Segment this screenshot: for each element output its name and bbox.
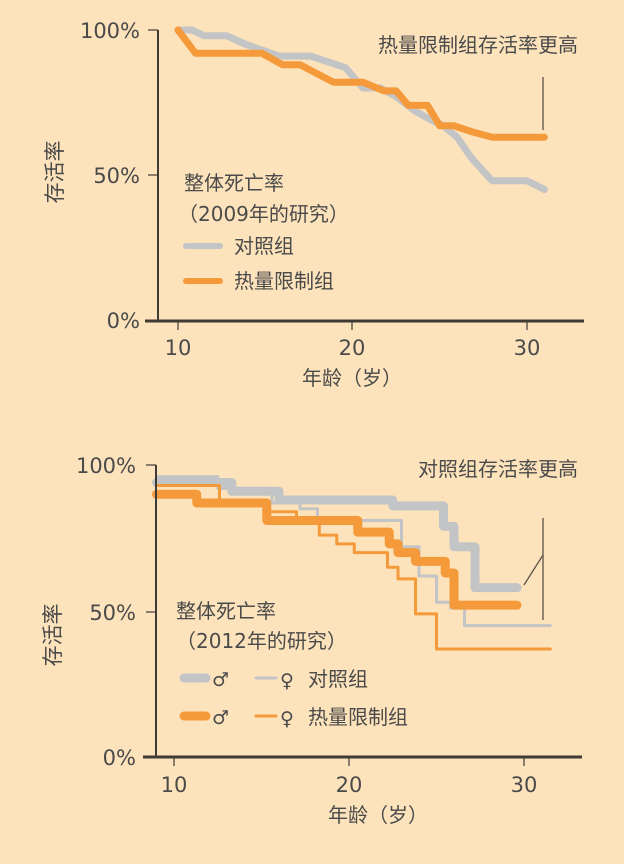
top-y-axis-title: 存活率 bbox=[43, 141, 67, 204]
top-chart: 100% 50% 0% 10 20 30 年龄（岁） 存活率 热量限制组存活率更… bbox=[43, 19, 584, 390]
series-line bbox=[152, 489, 522, 610]
series-line bbox=[152, 478, 522, 593]
female-symbol-icon: ♀ bbox=[280, 708, 294, 730]
bottom-chart: 100% 50% 0% 10 20 30 年龄（岁） 存活率 对照组存活率更高 … bbox=[41, 454, 582, 827]
bottom-ytick-label-50: 50% bbox=[89, 601, 136, 625]
male-symbol-icon: ♂ bbox=[212, 707, 229, 729]
top-legend-title: 整体死亡率 bbox=[184, 171, 284, 195]
series-line bbox=[174, 26, 548, 141]
top-legend-subtitle: （2009年的研究） bbox=[178, 202, 349, 226]
bottom-xtick-label-10: 10 bbox=[161, 773, 188, 797]
bottom-ytick-label-0: 0% bbox=[103, 746, 136, 770]
bottom-chart-series bbox=[152, 475, 552, 651]
bottom-x-axis-title: 年龄（岁） bbox=[328, 803, 428, 827]
bottom-xtick-label-20: 20 bbox=[336, 773, 363, 797]
top-legend-label-control: 对照组 bbox=[234, 234, 294, 258]
top-xtick-label-20: 20 bbox=[339, 336, 366, 360]
female-symbol-icon: ♀ bbox=[280, 670, 294, 692]
top-chart-title: 热量限制组存活率更高 bbox=[378, 33, 578, 57]
bottom-legend-label-restriction: 热量限制组 bbox=[308, 705, 408, 729]
top-ytick-label-0: 0% bbox=[107, 309, 140, 333]
bottom-legend-title: 整体死亡率 bbox=[176, 599, 276, 623]
bottom-legend-label-control: 对照组 bbox=[308, 667, 368, 691]
top-legend-label-restriction: 热量限制组 bbox=[234, 269, 334, 293]
top-x-axis-title: 年龄（岁） bbox=[302, 366, 402, 390]
bottom-ytick-label-100: 100% bbox=[76, 454, 136, 478]
bottom-legend-subtitle: （2012年的研究） bbox=[176, 629, 347, 653]
bottom-annotation-pointer bbox=[523, 554, 544, 586]
male-symbol-icon: ♂ bbox=[212, 669, 229, 691]
top-ytick-label-50: 50% bbox=[93, 164, 140, 188]
bottom-xtick-label-30: 30 bbox=[511, 773, 538, 797]
top-ytick-label-100: 100% bbox=[80, 19, 140, 43]
top-xtick-label-30: 30 bbox=[514, 336, 541, 360]
top-chart-series bbox=[174, 26, 548, 193]
bottom-chart-title: 对照组存活率更高 bbox=[418, 457, 578, 481]
bottom-y-axis-title: 存活率 bbox=[41, 604, 65, 667]
top-xtick-label-10: 10 bbox=[165, 336, 192, 360]
